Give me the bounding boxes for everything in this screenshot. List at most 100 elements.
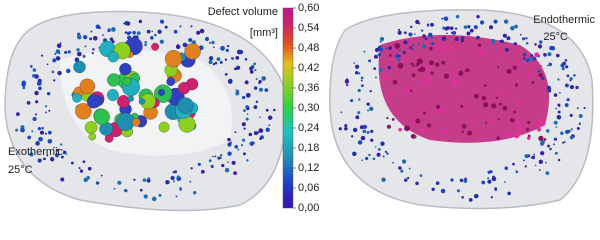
- defect: [380, 141, 385, 146]
- defect: [424, 37, 428, 41]
- defect: [82, 160, 86, 164]
- defect: [143, 194, 148, 199]
- colorbar: [282, 7, 294, 209]
- defect: [211, 40, 215, 45]
- defect: [470, 119, 475, 124]
- defect: [54, 153, 60, 158]
- defect: [357, 111, 361, 115]
- defect: [379, 40, 382, 43]
- defect: [451, 71, 455, 76]
- defect: [176, 44, 179, 46]
- defect: [53, 146, 55, 149]
- colorbar-tick-label: 0,60: [298, 2, 319, 14]
- defect: [385, 47, 388, 50]
- defect: [419, 174, 423, 178]
- defect: [184, 43, 201, 60]
- defect: [91, 52, 94, 55]
- defect: [555, 126, 558, 129]
- defect: [546, 64, 549, 67]
- defect: [354, 71, 359, 75]
- defect: [553, 143, 555, 146]
- defect: [48, 109, 51, 112]
- defect: [543, 138, 547, 141]
- defect: [540, 140, 545, 146]
- defect: [253, 131, 258, 136]
- defect: [151, 30, 154, 33]
- defect: [45, 111, 47, 114]
- defect: [485, 121, 488, 125]
- defect: [249, 141, 254, 146]
- defect: [344, 126, 348, 131]
- defect: [219, 61, 223, 64]
- defect: [216, 57, 221, 62]
- defect: [435, 181, 440, 185]
- defect: [452, 31, 457, 35]
- defect: [159, 19, 164, 24]
- colorbar-tick-label: 0,30: [298, 102, 319, 114]
- defect: [490, 103, 497, 109]
- defect: [398, 166, 402, 170]
- defect: [505, 47, 509, 52]
- defect: [540, 65, 543, 68]
- defect: [411, 73, 416, 78]
- defect: [478, 127, 481, 130]
- defect: [123, 189, 127, 192]
- defect: [454, 36, 459, 41]
- defect: [549, 45, 554, 51]
- defect: [235, 65, 241, 70]
- defect: [372, 157, 376, 161]
- defect: [355, 115, 360, 120]
- defect: [382, 155, 385, 158]
- defect: [409, 46, 413, 50]
- defect: [427, 75, 432, 80]
- defect: [265, 127, 270, 132]
- defect: [435, 104, 441, 109]
- defect: [57, 70, 62, 76]
- defect: [338, 127, 342, 131]
- defect: [228, 78, 233, 84]
- defect: [267, 115, 273, 120]
- defect: [235, 91, 240, 96]
- defect: [172, 180, 175, 183]
- defect: [488, 118, 494, 124]
- defect: [417, 42, 420, 45]
- defect: [547, 144, 550, 148]
- defect: [495, 96, 499, 100]
- defect: [562, 141, 565, 144]
- colorbar-title: Defect volume: [208, 6, 278, 18]
- defect: [537, 127, 542, 132]
- defect: [31, 130, 34, 133]
- defect: [173, 170, 178, 174]
- defect: [564, 103, 569, 108]
- defect: [84, 45, 87, 48]
- panel-label: Endothermic: [533, 14, 595, 26]
- defect: [179, 25, 182, 28]
- defect: [73, 60, 86, 74]
- defect: [487, 177, 490, 180]
- defect: [164, 25, 168, 29]
- figure: Defect volume [mm³] Exothermic 25°C Endo…: [4, 2, 595, 214]
- colorbar-tick-label: 0,42: [298, 62, 319, 74]
- defect: [47, 130, 52, 135]
- defect: [545, 161, 547, 164]
- defect: [428, 46, 433, 51]
- defect: [540, 121, 546, 127]
- defect: [46, 91, 51, 96]
- defect: [527, 136, 531, 140]
- defect: [355, 64, 360, 69]
- defect: [525, 59, 529, 63]
- defect: [410, 62, 414, 66]
- defect: [92, 35, 98, 41]
- defect: [522, 37, 526, 41]
- defect: [226, 45, 230, 48]
- defect: [431, 187, 435, 191]
- defect: [547, 52, 552, 57]
- defect: [537, 118, 542, 123]
- defect: [231, 57, 234, 60]
- defect: [534, 164, 537, 167]
- defect: [397, 62, 404, 69]
- defect: [214, 61, 218, 65]
- defect: [142, 178, 147, 182]
- defect: [498, 59, 502, 63]
- defect: [188, 37, 193, 43]
